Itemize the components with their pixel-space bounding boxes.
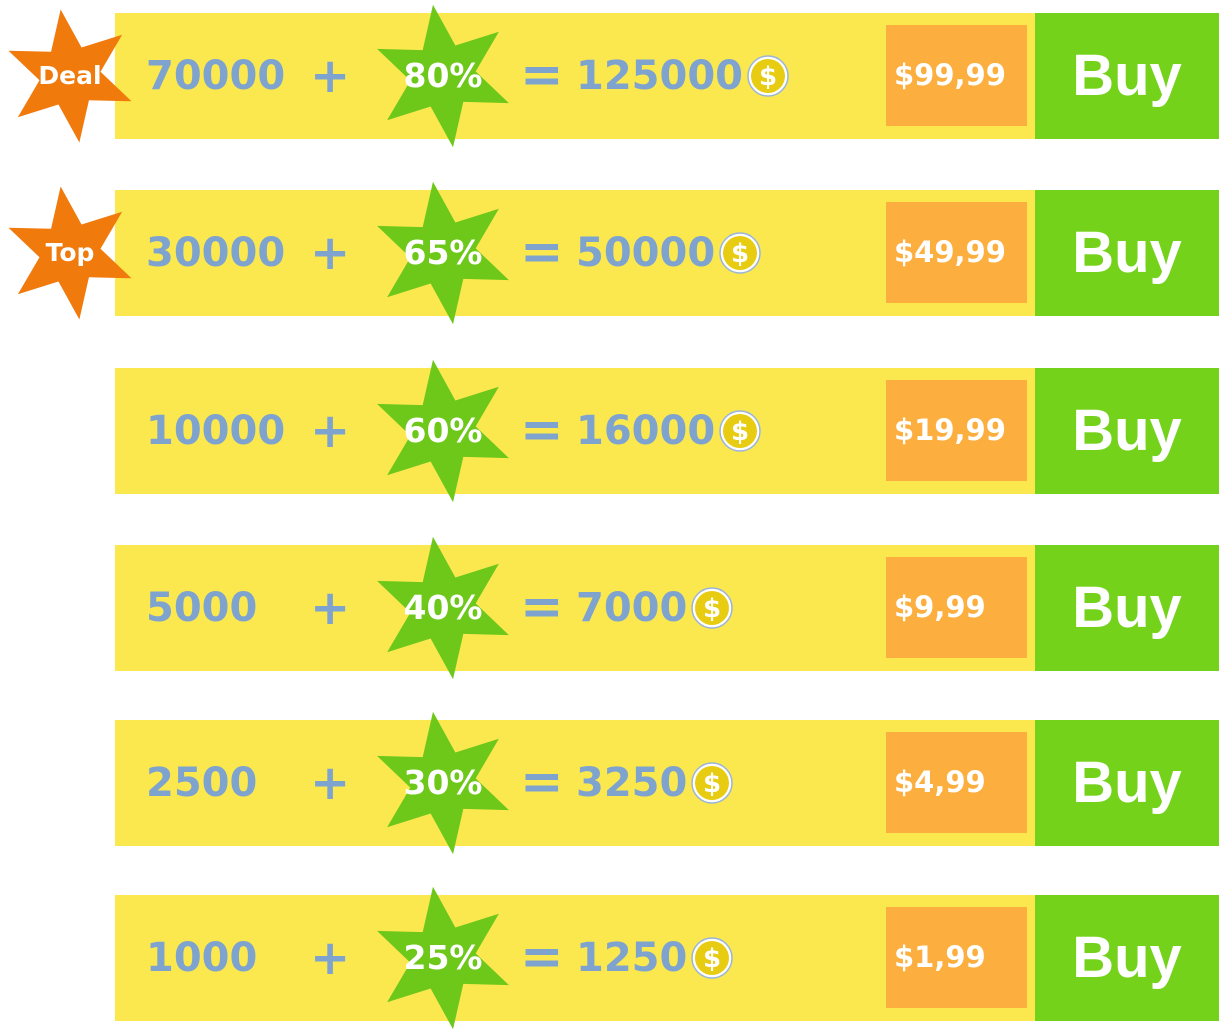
offer-row-4: 5000 + 40% = 7000 $9,99 Buy bbox=[0, 531, 1219, 685]
plus-sign: + bbox=[310, 225, 351, 281]
price-label: $99,99 bbox=[894, 58, 1006, 92]
base-amount: 70000 bbox=[146, 53, 286, 99]
total-group: 16000 bbox=[576, 368, 761, 494]
equals-sign: = bbox=[520, 222, 564, 282]
bonus-badge: 40% bbox=[368, 531, 514, 685]
price-box: $49,99 bbox=[886, 202, 1027, 303]
bonus-percent: 40% bbox=[403, 588, 483, 627]
ribbon-badge: Top bbox=[0, 178, 140, 328]
total-group: 50000 bbox=[576, 190, 761, 316]
plus-sign: + bbox=[310, 755, 351, 811]
buy-button[interactable]: Buy bbox=[1035, 190, 1219, 316]
plus-sign: + bbox=[310, 48, 351, 104]
price-label: $49,99 bbox=[894, 235, 1006, 269]
base-amount: 10000 bbox=[146, 408, 286, 454]
dollar-coin-icon bbox=[747, 55, 789, 97]
price-box: $1,99 bbox=[886, 907, 1027, 1008]
dollar-coin-icon bbox=[691, 762, 733, 804]
buy-button[interactable]: Buy bbox=[1035, 368, 1219, 494]
total-amount: 50000 bbox=[576, 230, 716, 276]
base-amount: 5000 bbox=[146, 585, 258, 631]
dollar-coin-icon bbox=[691, 587, 733, 629]
buy-button[interactable]: Buy bbox=[1035, 720, 1219, 846]
total-group: 3250 bbox=[576, 720, 733, 846]
bonus-percent: 25% bbox=[403, 938, 483, 977]
offer-row-1: 70000 + 80% = 125000 $99,99 Buy Deal bbox=[0, 0, 1219, 153]
equals-sign: = bbox=[520, 752, 564, 812]
buy-button[interactable]: Buy bbox=[1035, 13, 1219, 139]
equals-sign: = bbox=[520, 927, 564, 987]
base-amount: 2500 bbox=[146, 760, 258, 806]
plus-sign: + bbox=[310, 930, 351, 986]
total-group: 7000 bbox=[576, 545, 733, 671]
bonus-badge: 65% bbox=[368, 176, 514, 330]
bonus-percent: 80% bbox=[403, 56, 483, 95]
buy-button[interactable]: Buy bbox=[1035, 545, 1219, 671]
total-group: 125000 bbox=[576, 13, 789, 139]
price-box: $9,99 bbox=[886, 557, 1027, 658]
ribbon-label: Top bbox=[45, 238, 95, 267]
total-amount: 16000 bbox=[576, 408, 716, 454]
total-amount: 1250 bbox=[576, 935, 688, 981]
offer-row-3: 10000 + 60% = 16000 $19,99 Buy bbox=[0, 354, 1219, 508]
price-label: $4,99 bbox=[894, 765, 986, 799]
price-label: $1,99 bbox=[894, 940, 986, 974]
offer-row-5: 2500 + 30% = 3250 $4,99 Buy bbox=[0, 706, 1219, 860]
price-box: $4,99 bbox=[886, 732, 1027, 833]
price-label: $9,99 bbox=[894, 590, 986, 624]
base-amount: 1000 bbox=[146, 935, 258, 981]
buy-button[interactable]: Buy bbox=[1035, 895, 1219, 1021]
bonus-badge: 30% bbox=[368, 706, 514, 860]
total-amount: 3250 bbox=[576, 760, 688, 806]
bonus-badge: 60% bbox=[368, 354, 514, 508]
ribbon-label: Deal bbox=[38, 61, 102, 90]
bonus-percent: 30% bbox=[403, 763, 483, 802]
total-amount: 7000 bbox=[576, 585, 688, 631]
offer-row-2: 30000 + 65% = 50000 $49,99 Buy Top bbox=[0, 176, 1219, 330]
plus-sign: + bbox=[310, 580, 351, 636]
dollar-coin-icon bbox=[719, 232, 761, 274]
dollar-coin-icon bbox=[691, 937, 733, 979]
price-box: $99,99 bbox=[886, 25, 1027, 126]
ribbon-badge: Deal bbox=[0, 1, 140, 151]
dollar-coin-icon bbox=[719, 410, 761, 452]
price-box: $19,99 bbox=[886, 380, 1027, 481]
equals-sign: = bbox=[520, 577, 564, 637]
offer-row-6: 1000 + 25% = 1250 $1,99 Buy bbox=[0, 881, 1219, 1035]
bonus-badge: 25% bbox=[368, 881, 514, 1035]
price-label: $19,99 bbox=[894, 413, 1006, 447]
equals-sign: = bbox=[520, 45, 564, 105]
plus-sign: + bbox=[310, 403, 351, 459]
bonus-badge: 80% bbox=[368, 0, 514, 153]
total-amount: 125000 bbox=[576, 53, 743, 99]
bonus-percent: 60% bbox=[403, 411, 483, 450]
bonus-percent: 65% bbox=[403, 233, 483, 272]
total-group: 1250 bbox=[576, 895, 733, 1021]
base-amount: 30000 bbox=[146, 230, 286, 276]
equals-sign: = bbox=[520, 400, 564, 460]
